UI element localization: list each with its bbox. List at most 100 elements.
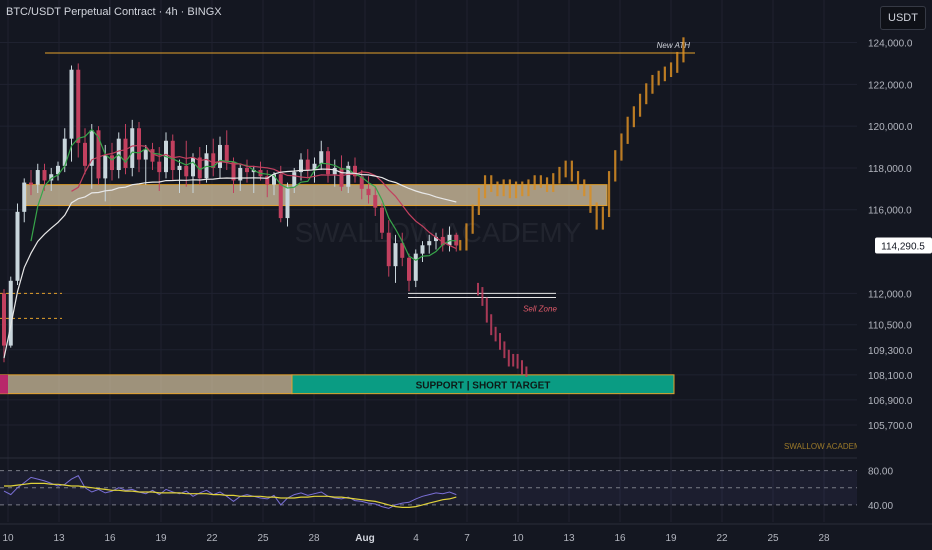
candle-body <box>191 157 195 177</box>
candle-body <box>184 165 189 177</box>
candle-body <box>110 155 114 171</box>
candle-body <box>15 211 20 281</box>
candle-body <box>35 170 40 185</box>
candle-body <box>211 153 216 168</box>
price-axis-tick: 112,000.0 <box>868 289 912 300</box>
time-axis-tick: 19 <box>665 533 677 544</box>
price-axis-tick: 106,900.0 <box>868 396 913 407</box>
price-axis-tick: 109,300.0 <box>868 346 913 357</box>
candle-body <box>400 243 405 258</box>
price-axis-tick: 108,100.0 <box>868 371 913 382</box>
resistance-zone <box>25 184 608 207</box>
rsi-axis-tick: 80.00 <box>868 467 893 478</box>
ma-slow-line <box>3 168 457 359</box>
candle-body <box>447 234 452 246</box>
candle-body <box>407 257 411 281</box>
candle-body <box>319 151 324 164</box>
time-axis-tick: 16 <box>614 533 626 544</box>
support-zone-label: SUPPORT | SHORT TARGET <box>416 380 551 391</box>
time-axis-tick: 16 <box>104 533 116 544</box>
new-ath-label: New ATH <box>657 41 691 50</box>
candle-body <box>420 245 425 254</box>
candle-body <box>413 253 418 281</box>
candle-body <box>197 157 202 179</box>
time-axis-tick: 28 <box>818 533 830 544</box>
rsi-axis-tick: 40.00 <box>868 501 893 512</box>
candle-body <box>339 167 344 187</box>
watermark-text: SWALLOW ACADEMY <box>295 217 582 248</box>
time-axis-tick: 25 <box>257 533 269 544</box>
current-price-tag <box>875 237 932 254</box>
candle-body <box>245 167 249 173</box>
candle-body <box>69 69 74 139</box>
candle-body <box>218 144 222 168</box>
chart-title: BTC/USDT Perpetual Contract · 4h · BINGX <box>6 6 222 18</box>
candle-body <box>123 138 128 168</box>
price-axis-tick: 110,500.0 <box>868 321 912 332</box>
candle-body <box>157 161 162 173</box>
time-axis-tick: 13 <box>53 533 65 544</box>
time-axis-tick: 19 <box>155 533 167 544</box>
candle-body <box>359 176 364 189</box>
candle-body <box>312 163 317 171</box>
candle-body <box>89 130 94 166</box>
candle-body <box>150 149 155 162</box>
time-axis-tick: Aug <box>355 533 374 544</box>
candle-body <box>346 165 351 187</box>
candle-body <box>353 165 357 177</box>
candle-body <box>224 144 229 162</box>
candle-body <box>56 165 60 175</box>
short-target-zone <box>291 374 675 395</box>
candle-body <box>231 161 236 181</box>
time-axis-tick: 25 <box>767 533 779 544</box>
time-axis-tick: 22 <box>206 533 218 544</box>
candle-body <box>49 174 54 181</box>
candle-body <box>386 232 391 267</box>
price-axis-tick: 122,000.0 <box>868 80 913 91</box>
candle-body <box>373 195 378 208</box>
candle-body <box>272 174 276 185</box>
support-zone-accent <box>0 374 8 394</box>
candle-body <box>427 241 432 246</box>
candle-body <box>251 170 256 173</box>
candle-body <box>137 128 141 160</box>
current-price-label: 114,290.5 <box>881 241 925 252</box>
sell-zone-label: Sell Zone <box>523 305 557 314</box>
candle-body <box>42 170 47 181</box>
candle-body <box>29 182 33 185</box>
price-axis-tick: 120,000.0 <box>868 122 913 133</box>
time-axis-tick: 10 <box>2 533 14 544</box>
time-axis-tick: 4 <box>413 533 419 544</box>
candle-body <box>292 172 297 187</box>
candle-body <box>434 236 438 242</box>
currency-selector-button[interactable]: USDT <box>880 6 926 30</box>
price-axis-tick: 118,000.0 <box>868 164 912 175</box>
time-axis-tick: 7 <box>464 533 470 544</box>
time-axis-tick: 10 <box>512 533 524 544</box>
candle-body <box>170 140 175 171</box>
candle-body <box>2 293 6 346</box>
candle-body <box>305 159 310 171</box>
candle-body <box>299 159 303 173</box>
support-zone <box>0 374 293 395</box>
candle-body <box>103 155 108 179</box>
candle-body <box>22 182 27 212</box>
candle-body <box>62 138 67 166</box>
candle-body <box>76 69 81 143</box>
price-axis-tick: 116,000.0 <box>868 206 912 217</box>
candle-body <box>326 151 330 175</box>
rsi-signal-line <box>4 482 457 508</box>
brand-label: SWALLOW ACADEMY <box>784 442 867 451</box>
time-axis-tick: 28 <box>308 533 320 544</box>
price-axis-tick: 105,700.0 <box>868 421 913 432</box>
candle-body <box>285 186 290 219</box>
candle-body <box>83 142 87 166</box>
candle-body <box>366 188 371 196</box>
candle-body <box>278 174 283 219</box>
candle-body <box>380 207 384 233</box>
candle-body <box>96 130 101 179</box>
candle-body <box>238 167 243 181</box>
candle-body <box>332 167 337 175</box>
